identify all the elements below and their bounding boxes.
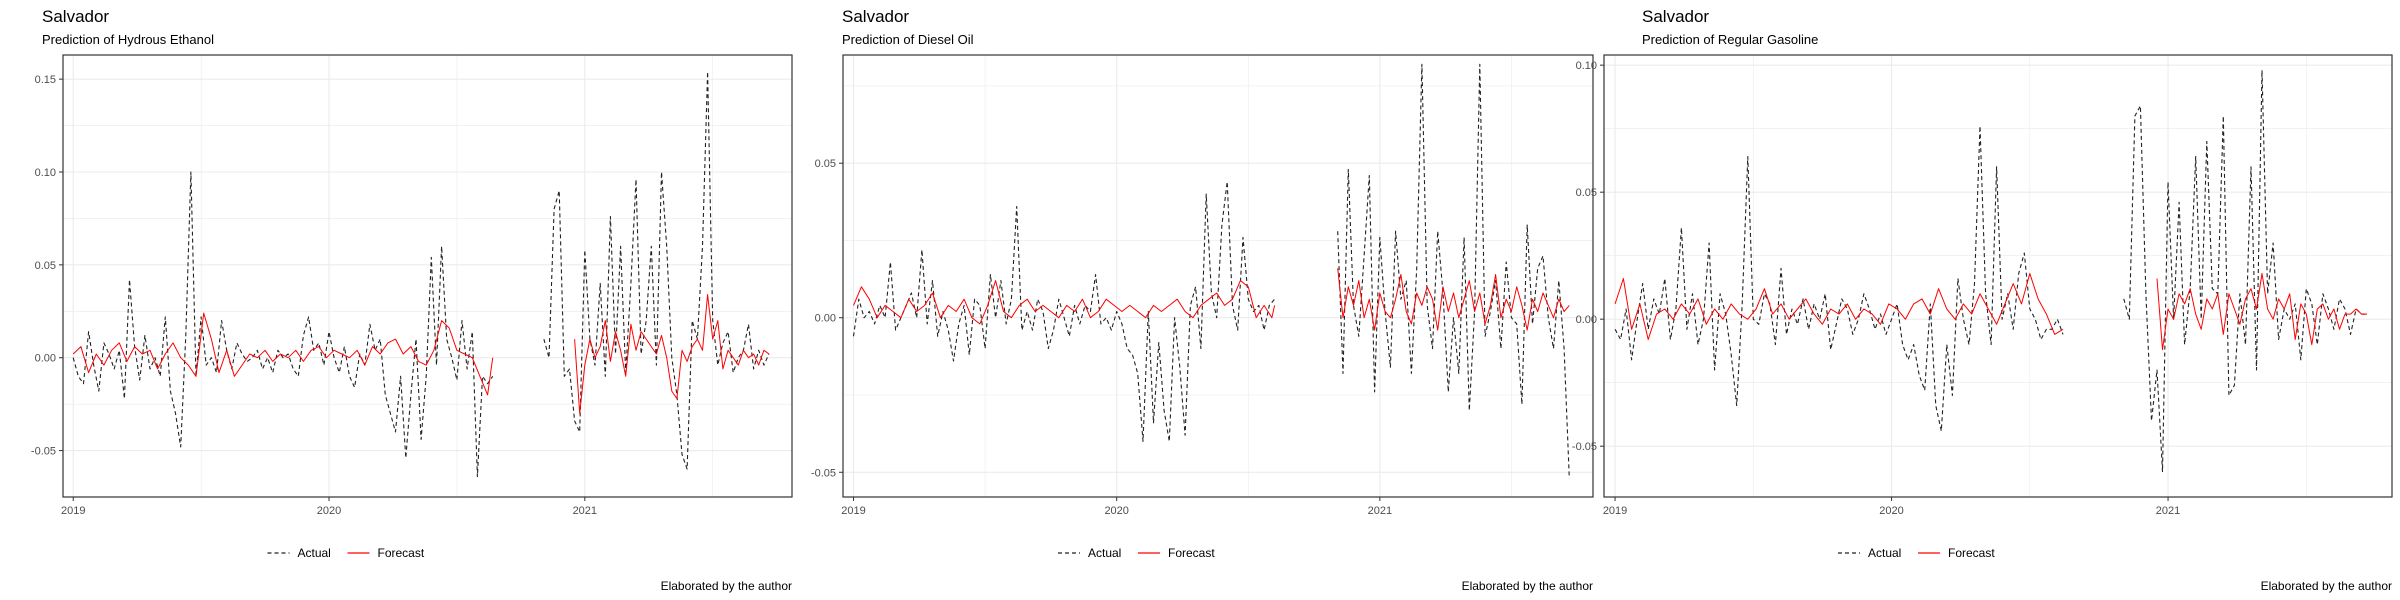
panel-border: [62, 54, 793, 498]
legend-forecast-label: Forecast: [1948, 546, 1995, 560]
x-tick-label: 2021: [1368, 505, 1392, 517]
forecast-series-line: [853, 280, 1276, 325]
chart-title: Salvador: [842, 7, 909, 26]
legend-actual-label: Actual: [298, 546, 331, 560]
chart-title: Salvador: [1642, 7, 1709, 26]
chart-panel: Salvador Prediction of Regular Gasoline -0…: [1572, 7, 2393, 593]
panel-border: [1603, 54, 2393, 498]
panel-border: [842, 54, 1594, 498]
actual-series-line: [1337, 63, 1570, 479]
y-tick-label: 0.10: [1576, 60, 1597, 72]
chart-title: Salvador: [42, 7, 109, 26]
legend-actual-label: Actual: [1088, 546, 1121, 560]
actual-series-line: [1614, 125, 2064, 432]
x-tick-label: 2021: [573, 505, 597, 517]
forecast-series-line: [72, 312, 494, 396]
x-tick-label: 2019: [841, 505, 865, 517]
y-tick-label: -0.05: [1572, 441, 1597, 453]
caption: Elaborated by the author: [1462, 579, 1593, 593]
x-tick-label: 2019: [1603, 505, 1627, 517]
y-tick-label: 0.00: [815, 313, 836, 325]
legend: Actual Forecast: [1058, 546, 1215, 560]
caption: Elaborated by the author: [2261, 579, 2392, 593]
x-tick-label: 2019: [61, 505, 85, 517]
legend-forecast-label: Forecast: [1168, 546, 1215, 560]
y-tick-label: 0.00: [35, 353, 56, 365]
actual-series-line: [72, 171, 494, 478]
forecast-series-line: [2156, 273, 2368, 351]
forecast-series-line: [574, 294, 770, 414]
y-tick-label: 0.15: [35, 74, 56, 86]
y-tick-label: -0.05: [811, 467, 836, 479]
chart-subtitle: Prediction of Diesel Oil: [842, 32, 974, 47]
x-tick-label: 2020: [1879, 505, 1903, 517]
y-tick-label: 0.10: [35, 167, 56, 179]
legend-actual-label: Actual: [1868, 546, 1901, 560]
chart-panel: Salvador Prediction of Diesel Oil -0.05 0.0…: [811, 7, 1594, 593]
forecast-series-line: [1337, 268, 1570, 331]
x-tick-label: 2020: [317, 505, 341, 517]
forecast-series-line: [1614, 273, 2064, 340]
legend-forecast-label: Forecast: [378, 546, 425, 560]
x-tick-label: 2021: [2156, 505, 2180, 517]
caption: Elaborated by the author: [661, 579, 792, 593]
chart-subtitle: Prediction of Hydrous Ethanol: [42, 32, 214, 47]
actual-series-line: [543, 71, 770, 470]
legend: Actual Forecast: [1838, 546, 1995, 560]
actual-series-line: [2123, 69, 2368, 473]
chart-panel: Salvador Prediction of Hydrous Ethanol -0.…: [31, 7, 793, 593]
actual-series-line: [852, 181, 1276, 442]
chart-subtitle: Prediction of Regular Gasoline: [1642, 32, 1818, 47]
legend: Actual Forecast: [267, 546, 425, 560]
y-tick-label: 0.05: [35, 260, 56, 272]
y-tick-label: 0.05: [815, 158, 836, 170]
y-tick-label: -0.05: [31, 446, 56, 458]
y-tick-label: 0.00: [1576, 314, 1597, 326]
x-tick-label: 2020: [1104, 505, 1128, 517]
y-tick-label: 0.05: [1576, 187, 1597, 199]
